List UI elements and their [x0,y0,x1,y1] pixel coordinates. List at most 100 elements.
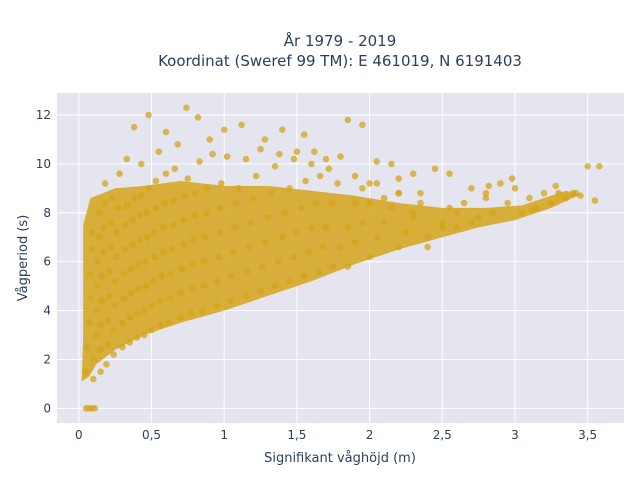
data-point [133,334,141,341]
data-point [258,263,266,270]
data-point [133,309,141,317]
data-point [596,163,603,170]
data-point [344,116,352,124]
data-point [468,219,475,226]
data-point [95,209,103,217]
x-tick-label: 3 [511,428,519,442]
data-point [87,295,94,302]
data-point [300,273,308,280]
data-point [267,189,275,197]
data-point [200,282,208,290]
data-point [257,287,264,295]
data-point [497,180,504,187]
data-point [100,248,107,256]
data-point [95,233,103,241]
data-point [101,199,109,207]
data-point [103,361,110,368]
data-point [337,153,344,160]
data-point [395,175,403,182]
data-point [446,204,453,212]
data-point [111,277,119,285]
data-point [148,326,155,334]
data-point [215,253,222,261]
data-point [276,150,283,158]
data-point [203,209,210,217]
data-point [110,351,117,358]
data-point [359,185,366,192]
data-point [329,263,337,270]
data-point [191,189,199,197]
data-point [286,185,293,192]
data-point [194,114,202,121]
data-point [188,260,196,268]
y-tick-label: 8 [43,206,51,220]
data-point [322,155,330,163]
data-point [90,356,97,363]
data-point [174,141,181,148]
data-point [93,331,100,339]
data-point [373,158,381,165]
data-point [187,309,195,317]
data-point [85,319,93,327]
data-point [120,295,128,302]
x-tick-label: 1 [220,428,228,442]
data-point [177,314,184,322]
x-tick-label: 0 [75,428,83,442]
data-point [325,165,333,173]
data-point [122,221,129,229]
data-point [395,189,403,197]
data-point [244,268,251,275]
data-point [107,219,115,226]
data-point [216,229,224,236]
data-point [135,285,142,292]
data-point [200,258,208,266]
data-point [548,199,555,207]
data-point [101,180,109,187]
data-point [181,192,189,199]
data-point [518,209,526,217]
data-point [572,189,580,197]
data-point [388,204,395,212]
data-point [257,145,264,153]
data-point [98,297,106,305]
data-point [202,233,209,241]
data-point [439,219,446,226]
data-point [100,224,107,231]
data-point [97,321,104,329]
data-point [282,209,289,217]
data-point [373,180,381,187]
data-point [87,270,94,278]
data-point [142,258,149,266]
data-point [337,243,344,251]
data-point [170,221,177,229]
data-point [228,297,235,305]
data-point [152,177,160,185]
y-tick-labels: 0 2 4 6 8 10 12 [36,108,51,415]
data-point [460,199,468,207]
data-point [136,236,144,243]
data-point [322,224,330,231]
chart-title-line-1: År 1979 - 2019 [284,31,397,50]
data-point [485,182,493,190]
data-point [116,170,123,177]
x-tick-label: 1,5 [287,428,306,442]
data-point [351,172,359,180]
data-point [242,292,250,300]
data-point [271,163,279,170]
data-point [196,158,203,165]
data-point [250,194,257,202]
data-point [203,185,210,192]
x-tick-labels: 0 0,5 1 1,5 2 2,5 3 3,5 [75,428,597,442]
data-point [315,268,323,275]
data-point [165,319,173,327]
data-point [123,202,131,209]
data-point [359,121,366,129]
data-point [127,290,135,297]
data-point [111,302,119,310]
data-point [319,243,327,251]
data-point [106,292,113,300]
data-point [171,165,179,173]
data-point [293,229,301,236]
data-point [380,194,388,202]
